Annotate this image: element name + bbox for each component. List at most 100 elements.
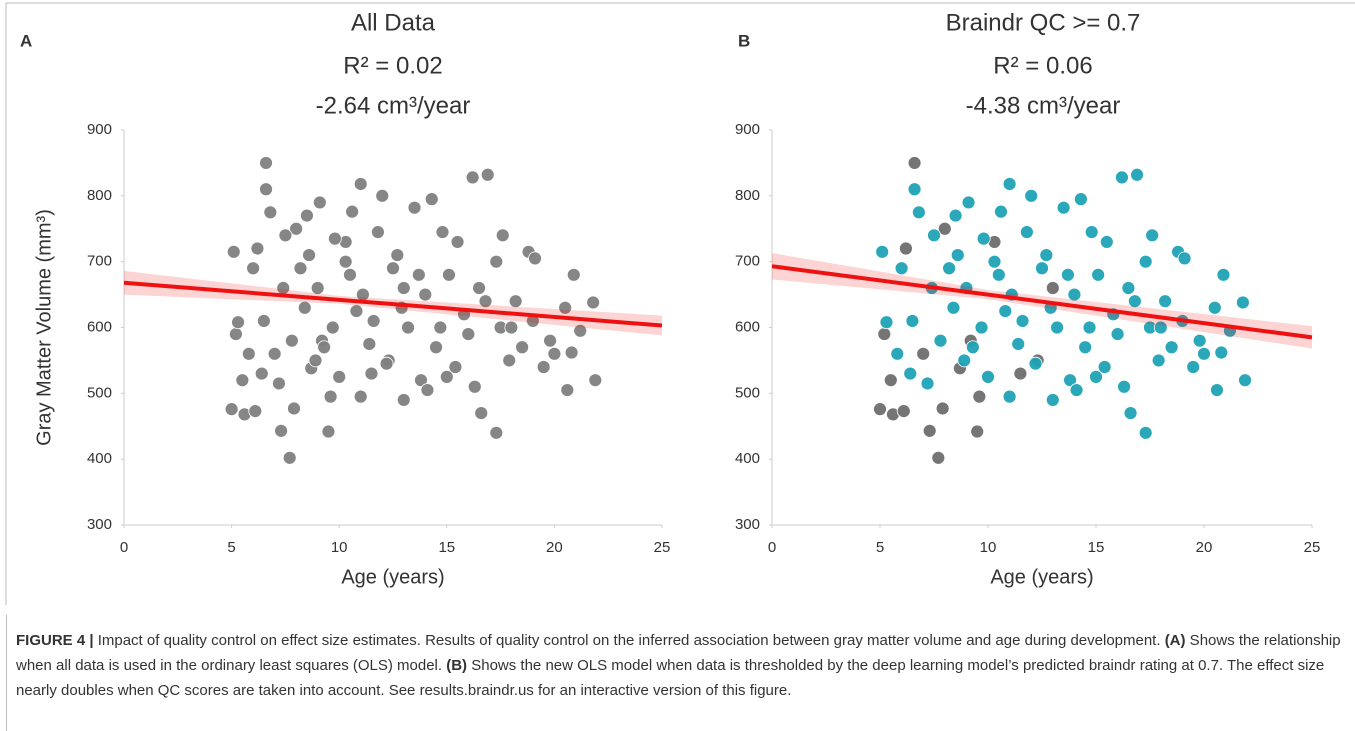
point xyxy=(495,228,510,243)
point xyxy=(282,450,297,465)
point xyxy=(325,320,340,335)
point xyxy=(465,170,480,185)
point xyxy=(467,379,482,394)
point xyxy=(1091,267,1106,282)
point xyxy=(407,200,422,215)
x-tick-label: 0 xyxy=(768,539,776,556)
point xyxy=(970,424,985,439)
point xyxy=(1056,200,1071,215)
x-tick-label: 0 xyxy=(120,539,128,556)
point xyxy=(907,182,922,197)
caption-segment: Shows the new OLS model when data is thr… xyxy=(16,657,1325,699)
point xyxy=(1039,248,1054,262)
point xyxy=(961,195,976,210)
caption-segment: (B) xyxy=(446,657,468,674)
point xyxy=(396,393,411,407)
x-tick-label: 25 xyxy=(654,539,671,556)
point xyxy=(1045,393,1060,407)
point xyxy=(1192,333,1207,348)
point xyxy=(226,244,241,259)
point xyxy=(278,228,293,243)
point xyxy=(916,346,931,361)
point xyxy=(414,373,428,388)
y-tick-label: 400 xyxy=(87,450,112,467)
point xyxy=(224,402,239,417)
point xyxy=(957,353,972,368)
point xyxy=(896,404,911,419)
point xyxy=(353,389,368,404)
x-tick-label: 15 xyxy=(438,539,455,556)
point xyxy=(424,192,439,207)
point xyxy=(1015,314,1030,328)
point xyxy=(875,244,890,259)
point xyxy=(972,389,987,404)
point xyxy=(300,208,314,223)
point xyxy=(1186,360,1201,374)
chart-title: Braindr QC >= 0.7 xyxy=(946,9,1141,36)
point xyxy=(310,281,325,295)
point xyxy=(1197,346,1211,361)
point xyxy=(911,205,926,220)
point xyxy=(588,373,603,388)
point xyxy=(259,156,273,170)
y-tick-label: 900 xyxy=(735,121,760,138)
x-tick-label: 20 xyxy=(1196,539,1213,556)
point xyxy=(1002,389,1017,404)
point xyxy=(1099,235,1114,249)
point xyxy=(1216,267,1231,282)
point xyxy=(1013,366,1028,381)
point xyxy=(935,401,950,416)
point xyxy=(1130,167,1144,182)
point xyxy=(1214,345,1229,360)
point xyxy=(1073,192,1088,207)
point xyxy=(433,320,448,335)
point xyxy=(504,320,519,335)
point xyxy=(991,267,1006,282)
point xyxy=(1063,373,1077,388)
point xyxy=(287,401,301,416)
point xyxy=(332,369,347,384)
point xyxy=(965,340,980,355)
point xyxy=(442,267,456,282)
point xyxy=(371,225,385,239)
point xyxy=(1164,340,1179,355)
point xyxy=(259,182,273,197)
chart-subtitle: R² = 0.02 xyxy=(343,52,442,79)
point xyxy=(1024,188,1039,203)
point xyxy=(877,327,892,341)
point xyxy=(1011,337,1026,351)
point xyxy=(362,337,377,351)
point xyxy=(508,294,523,309)
point xyxy=(1067,287,1082,302)
point xyxy=(1089,369,1103,384)
y-tick-label: 700 xyxy=(87,253,112,270)
y-tick-label: 600 xyxy=(87,318,112,335)
point xyxy=(560,383,575,397)
panel-letter: B xyxy=(738,31,750,50)
x-axis-label: Age (years) xyxy=(990,566,1093,588)
point xyxy=(289,221,304,236)
point xyxy=(931,450,946,465)
point xyxy=(907,156,922,170)
y-tick-label: 500 xyxy=(87,384,112,401)
point xyxy=(317,340,332,355)
point xyxy=(1123,406,1138,420)
point xyxy=(448,360,463,374)
point xyxy=(1121,281,1136,295)
point xyxy=(998,304,1013,318)
point xyxy=(231,315,245,330)
point xyxy=(246,261,261,276)
x-axis-label: Age (years) xyxy=(341,566,444,588)
x-tick-label: 25 xyxy=(1304,539,1321,556)
point xyxy=(1110,327,1125,341)
point xyxy=(994,204,1008,219)
caption: FIGURE 4 | Impact of quality control on … xyxy=(16,628,1341,703)
y-axis-label: Gray Matter Volume (mm³) xyxy=(33,209,55,446)
point xyxy=(950,248,965,262)
x-tick-label: 10 xyxy=(980,539,997,556)
point xyxy=(439,369,454,384)
point xyxy=(297,300,312,315)
point xyxy=(429,340,443,355)
point xyxy=(1158,294,1173,309)
